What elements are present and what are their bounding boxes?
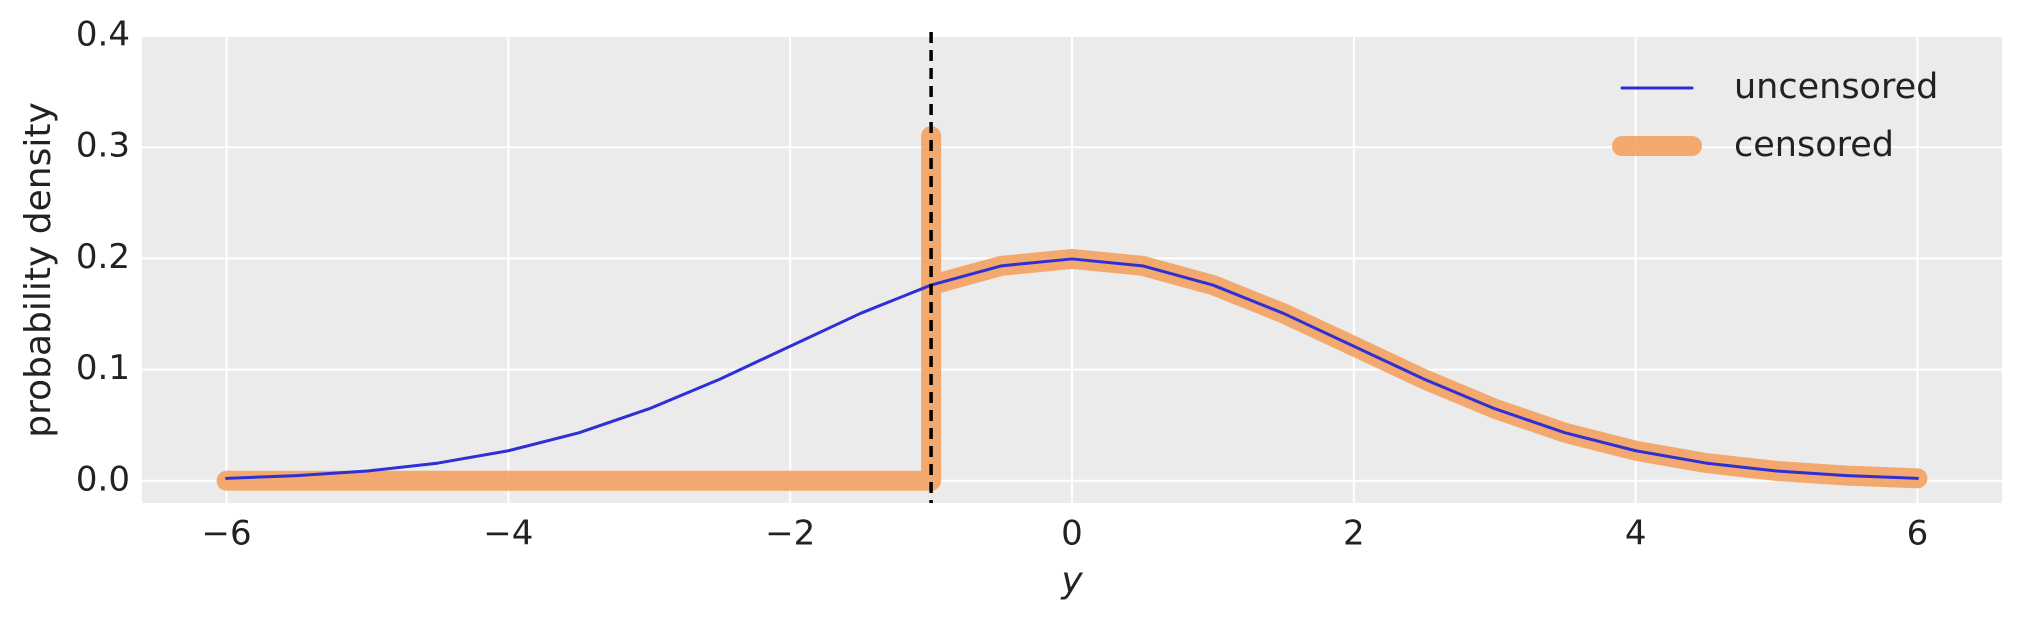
x-tick-label: −4 [483, 514, 533, 554]
line-0 [225, 257, 1919, 480]
y-tick-label: 0.4 [76, 15, 130, 55]
y-tick-label: 0.2 [76, 237, 130, 277]
x-tick-label: 6 [1907, 514, 1929, 554]
y-tick-label: 0.3 [76, 126, 130, 166]
x-tick-label: 2 [1343, 514, 1365, 554]
x-tick-label: −6 [201, 514, 251, 554]
legend-label: censored [1734, 125, 1894, 165]
x-tick-label: 0 [1061, 514, 1083, 554]
x-axis-label: y [1060, 560, 1083, 601]
x-tick-label: 4 [1625, 514, 1647, 554]
y-tick-label: 0.1 [76, 348, 130, 388]
y-tick-label: 0.0 [76, 459, 130, 499]
legend-label: uncensored [1734, 67, 1938, 107]
x-tick-label: −2 [765, 514, 815, 554]
y-axis-label: probability density [18, 102, 59, 438]
